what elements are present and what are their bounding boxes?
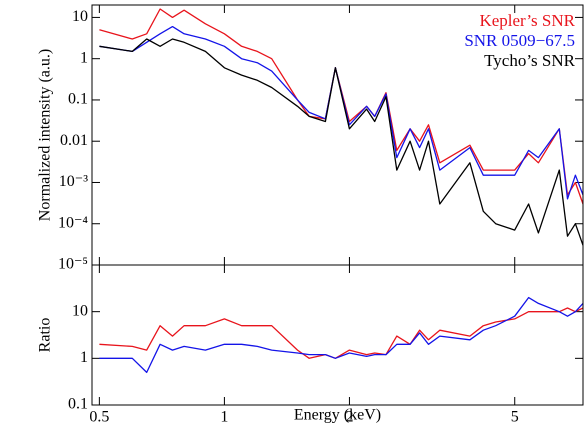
series-line <box>99 307 583 359</box>
y-tick-label: 10⁻³ <box>59 173 88 190</box>
y-tick-label: 1 <box>80 349 88 366</box>
plot-area <box>99 296 583 374</box>
y-tick-label: 0.1 <box>68 91 88 108</box>
y-tick-label: 10 <box>72 8 88 25</box>
x-tick-label: 2 <box>345 409 353 426</box>
frame <box>91 264 584 406</box>
y-tick-label: 10 <box>72 302 88 319</box>
legend-entry: SNR 0509−67.5 <box>464 31 575 50</box>
x-tick-label: 1 <box>220 409 228 426</box>
y-axis-label: Normalized intensity (a.u.) <box>37 49 54 221</box>
series-line <box>99 25 583 200</box>
x-tick-label: 0.5 <box>89 409 109 426</box>
y-tick-label: 0.01 <box>60 132 88 149</box>
y-tick-label: 0.1 <box>68 396 88 413</box>
series-line <box>99 38 583 246</box>
y-tick-label: 10⁻⁴ <box>58 214 88 231</box>
y-axis-label: Ratio <box>37 318 54 353</box>
legend-entry: Kepler’s SNR <box>479 11 575 30</box>
y-tick-label: 1 <box>80 49 88 66</box>
x-tick-label: 5 <box>511 409 519 426</box>
plot-area <box>99 8 583 246</box>
legend-entry: Tycho’s SNR <box>484 51 576 70</box>
series-line <box>99 296 583 374</box>
y-tick-label: 10⁻⁵ <box>58 256 88 273</box>
x-axis-label: Energy (keV) <box>294 407 381 424</box>
